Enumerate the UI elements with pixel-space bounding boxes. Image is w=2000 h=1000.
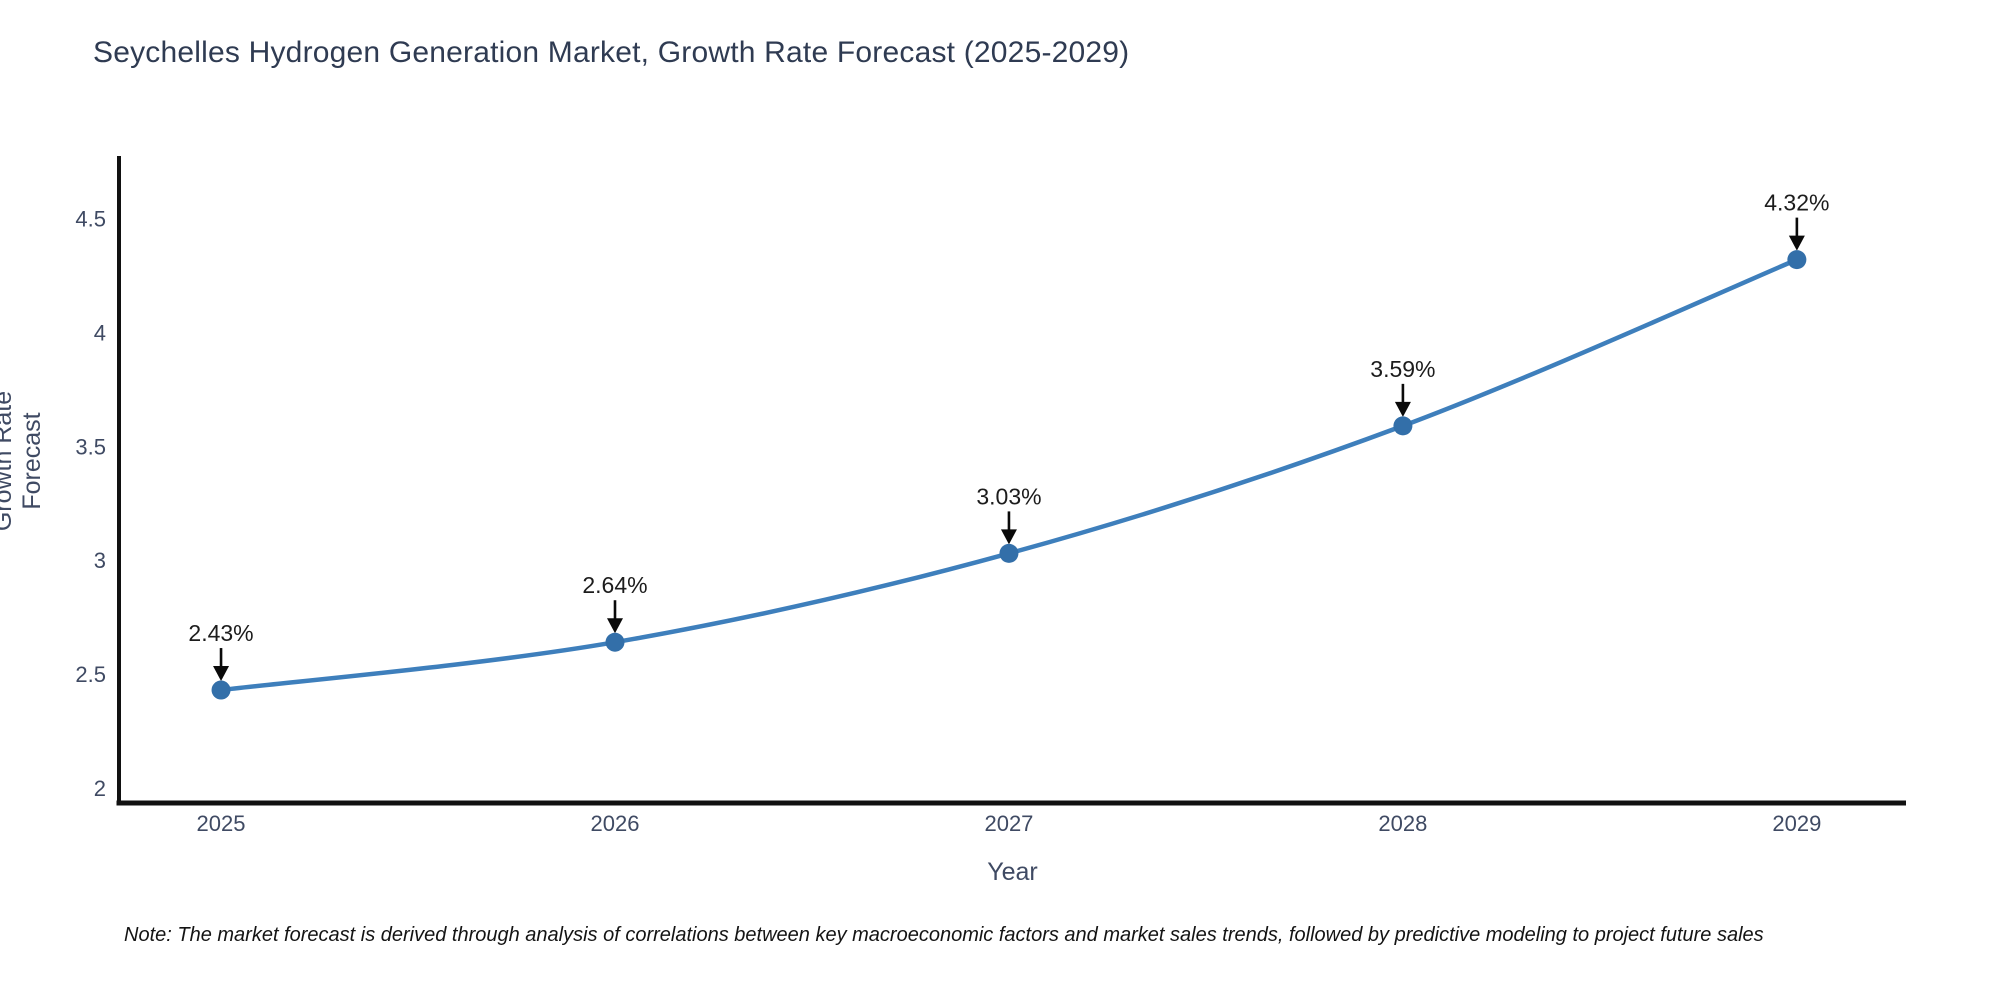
y-tick-label: 4 xyxy=(94,320,106,345)
data-label: 3.03% xyxy=(976,483,1041,509)
annotation-arrowhead xyxy=(1000,529,1017,545)
y-tick-label: 2 xyxy=(94,776,106,801)
y-tick-label: 2.5 xyxy=(75,662,106,687)
y-tick-label: 3 xyxy=(94,548,106,573)
x-tick-label: 2029 xyxy=(1772,811,1821,836)
data-label: 3.59% xyxy=(1370,356,1435,382)
data-label: 4.32% xyxy=(1764,190,1829,216)
chart-title: Seychelles Hydrogen Generation Market, G… xyxy=(93,36,1130,69)
y-tick-label: 3.5 xyxy=(75,434,106,459)
data-label: 2.64% xyxy=(582,572,647,598)
data-label: 2.43% xyxy=(188,620,253,646)
x-tick-label: 2026 xyxy=(591,811,640,836)
footnote-text: Note: The market forecast is derived thr… xyxy=(124,924,1764,946)
x-tick-label: 2027 xyxy=(984,811,1033,836)
annotation-arrowhead xyxy=(1788,235,1805,251)
data-point-2028[interactable] xyxy=(1393,416,1413,436)
annotation-arrowhead xyxy=(213,666,230,682)
annotation-arrowhead xyxy=(606,618,623,634)
x-tick-label: 2025 xyxy=(197,811,246,836)
data-point-2027[interactable] xyxy=(999,543,1019,563)
data-point-2029[interactable] xyxy=(1787,250,1807,270)
data-point-2026[interactable] xyxy=(605,632,625,652)
annotation-arrowhead xyxy=(1394,401,1411,417)
x-axis-title: Year xyxy=(987,858,1038,886)
forecast-line xyxy=(218,257,1800,693)
y-axis-title: Growth Rate Forecast xyxy=(0,390,46,532)
y-tick-label: 4.5 xyxy=(75,207,106,232)
x-tick-label: 2028 xyxy=(1378,811,1427,836)
data-point-2025[interactable] xyxy=(211,680,231,700)
